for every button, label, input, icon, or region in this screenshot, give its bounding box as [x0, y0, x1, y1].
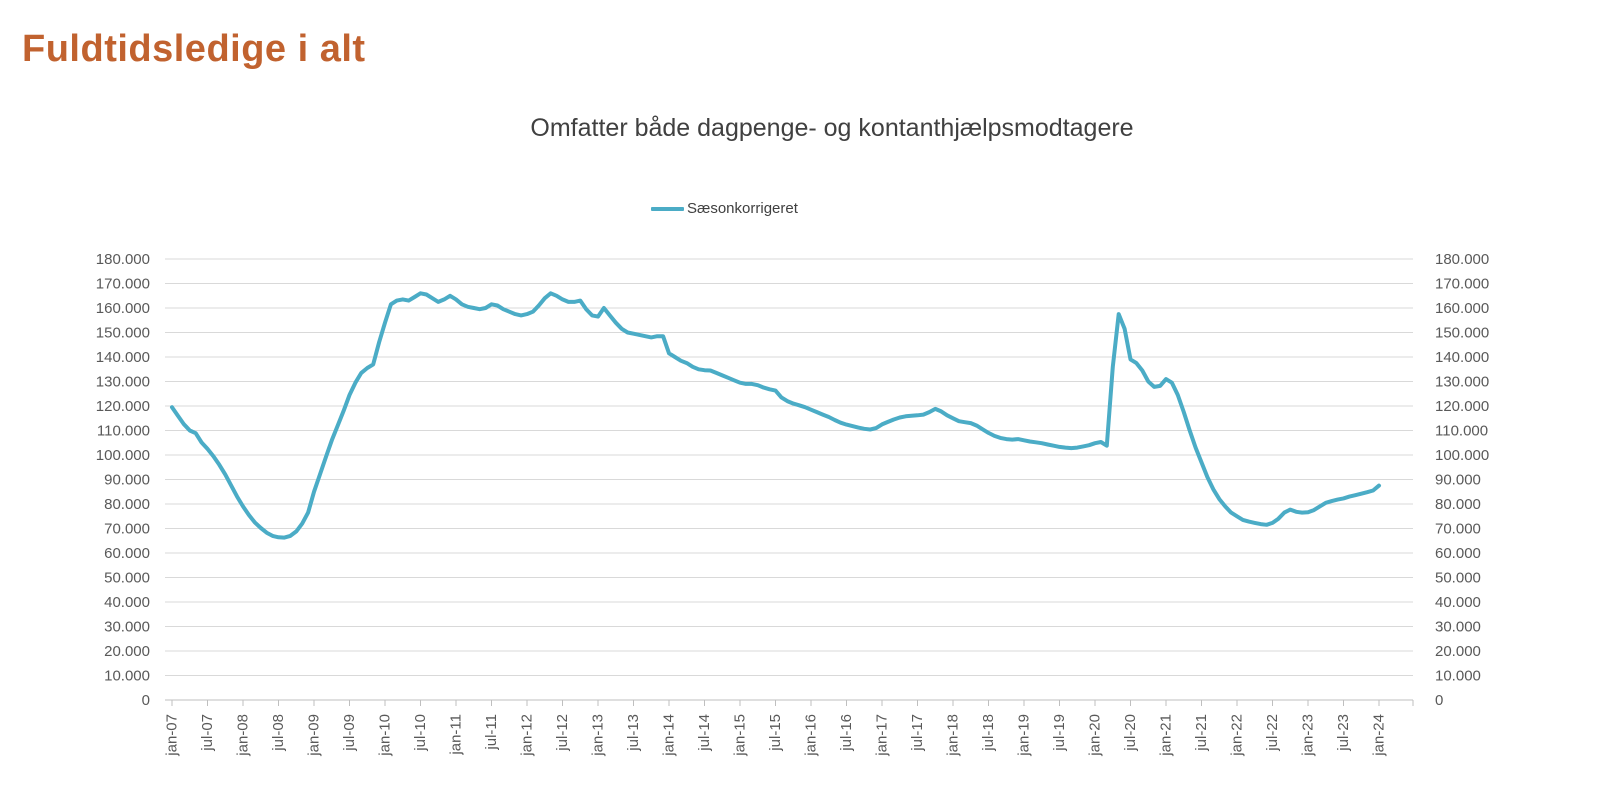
x-axis-label: jul-20 — [1122, 714, 1139, 752]
page-title: Fuldtidsledige i alt — [22, 28, 366, 70]
y-axis-label-left: 70.000 — [104, 521, 150, 538]
x-axis-label: jul-15 — [767, 714, 784, 752]
y-axis-label-left: 120.000 — [96, 398, 150, 415]
y-axis-label-right: 20.000 — [1435, 643, 1481, 660]
x-axis-label: jul-07 — [199, 714, 216, 752]
legend-line-swatch — [651, 206, 684, 211]
y-axis-label-right: 90.000 — [1435, 472, 1481, 489]
y-axis-label-left: 80.000 — [104, 496, 150, 513]
x-axis-label: jul-17 — [909, 714, 926, 752]
y-axis-label-right: 50.000 — [1435, 570, 1481, 587]
y-axis-label-right: 110.000 — [1435, 423, 1488, 440]
x-axis-label: jul-22 — [1264, 714, 1281, 752]
y-axis-label-left: 40.000 — [104, 594, 150, 611]
y-axis-label-right: 70.000 — [1435, 521, 1481, 538]
y-axis-label-right: 130.000 — [1435, 374, 1489, 391]
y-axis-label-right: 30.000 — [1435, 619, 1481, 636]
y-axis-label-right: 10.000 — [1435, 668, 1481, 685]
x-axis-label: jan-15 — [732, 714, 749, 757]
y-axis-label-right: 180.000 — [1435, 251, 1489, 268]
y-axis-label-left: 140.000 — [96, 349, 150, 366]
y-axis-label-right: 160.000 — [1435, 300, 1489, 317]
x-axis-label: jan-14 — [661, 714, 678, 757]
y-axis-label-right: 120.000 — [1435, 398, 1489, 415]
x-axis-label: jul-09 — [341, 714, 358, 752]
y-axis-label-left: 10.000 — [104, 668, 150, 685]
x-axis-label: jul-19 — [1051, 714, 1068, 752]
x-axis-label: jan-23 — [1300, 714, 1317, 757]
y-axis-label-left: 130.000 — [96, 374, 150, 391]
y-axis-label-left: 60.000 — [104, 545, 150, 562]
y-axis-label-left: 150.000 — [96, 325, 150, 342]
y-axis-label-right: 140.000 — [1435, 349, 1489, 366]
x-axis-label: jan-10 — [377, 714, 394, 757]
x-axis-label: jul-10 — [412, 714, 429, 752]
y-axis-label-right: 40.000 — [1435, 594, 1481, 611]
x-axis-label: jan-24 — [1371, 714, 1388, 757]
legend: Sæsonkorrigeret — [651, 200, 798, 217]
x-axis-label: jul-18 — [980, 714, 997, 752]
y-axis-label-left: 110.000 — [97, 423, 150, 440]
x-axis-label: jan-22 — [1229, 714, 1246, 757]
x-axis-label: jan-19 — [1016, 714, 1033, 757]
x-axis-label: jul-16 — [838, 714, 855, 752]
series-line — [170, 291, 1381, 540]
y-axis-label-right: 0 — [1435, 692, 1443, 709]
y-axis-label-left: 0 — [142, 692, 150, 709]
y-axis-label-left: 100.000 — [96, 447, 150, 464]
y-axis-label-left: 90.000 — [104, 472, 150, 489]
x-axis-label: jan-07 — [164, 714, 181, 757]
x-axis-label: jul-21 — [1193, 714, 1210, 752]
chart-title: Omfatter både dagpenge- og kontanthjælps… — [530, 114, 1134, 142]
x-axis-label: jul-11 — [483, 714, 500, 751]
x-axis-label: jul-14 — [696, 714, 713, 752]
y-axis-label-right: 80.000 — [1435, 496, 1481, 513]
y-axis-label-left: 50.000 — [104, 570, 150, 587]
y-axis-label-left: 30.000 — [104, 619, 150, 636]
y-axis-label-left: 20.000 — [104, 643, 150, 660]
x-axis-label: jan-08 — [235, 714, 252, 757]
x-axis-label: jan-21 — [1158, 714, 1175, 757]
y-axis-label-right: 60.000 — [1435, 545, 1481, 562]
x-axis-label: jan-13 — [590, 714, 607, 757]
x-axis-label: jul-23 — [1335, 714, 1352, 752]
y-axis-label-right: 100.000 — [1435, 447, 1489, 464]
x-axis-label: jul-08 — [270, 714, 287, 752]
x-axis-label: jan-20 — [1087, 714, 1104, 757]
x-axis-label: jan-18 — [945, 714, 962, 757]
y-axis-label-left: 170.000 — [96, 276, 150, 293]
x-axis-label: jan-11 — [448, 714, 465, 756]
x-axis-label: jan-09 — [306, 714, 323, 757]
x-axis-label: jan-16 — [803, 714, 820, 757]
x-axis-label: jul-13 — [625, 714, 642, 752]
x-axis-label: jan-12 — [519, 714, 536, 757]
legend-series-label: Sæsonkorrigeret — [687, 200, 798, 217]
y-axis-label-left: 160.000 — [96, 300, 150, 317]
y-axis-label-right: 150.000 — [1435, 325, 1489, 342]
y-axis-label-right: 170.000 — [1435, 276, 1489, 293]
x-axis-label: jan-17 — [874, 714, 891, 757]
y-axis-label-left: 180.000 — [96, 251, 150, 268]
x-axis-label: jul-12 — [554, 714, 571, 752]
